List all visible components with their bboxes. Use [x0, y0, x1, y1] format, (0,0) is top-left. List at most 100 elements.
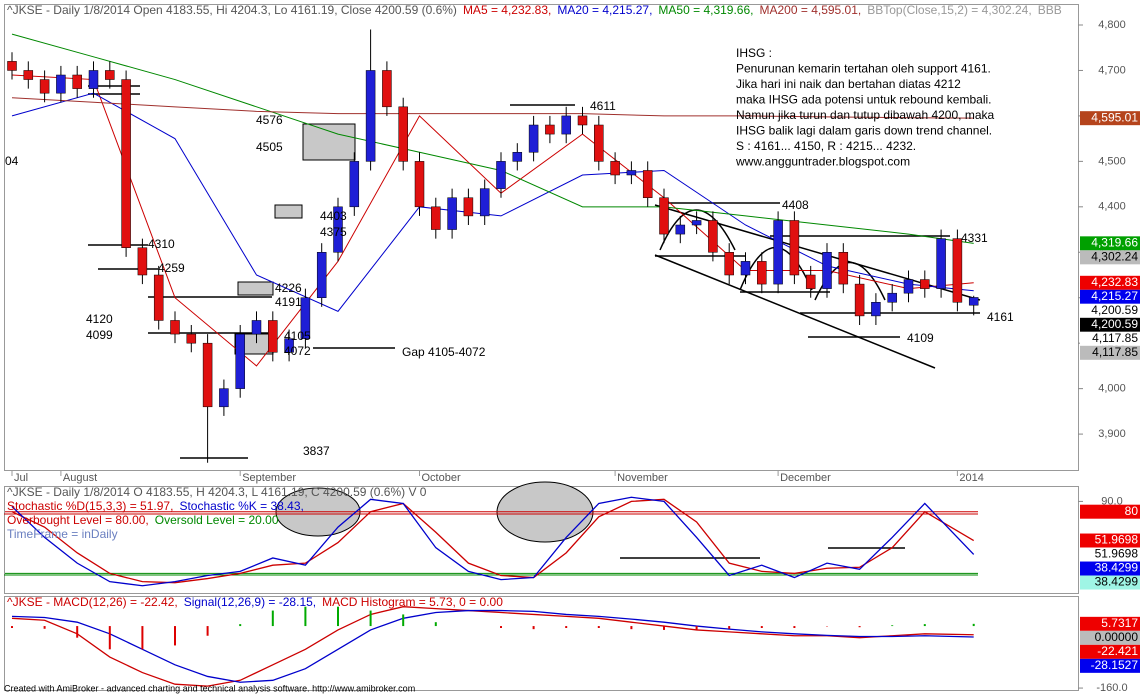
- candle-body: [88, 70, 99, 89]
- y-tick-label: 90.0: [1101, 495, 1122, 507]
- header-part: Overbought Level = 80.00,: [7, 513, 149, 527]
- candle-body: [447, 197, 457, 230]
- candle-body: [414, 161, 425, 208]
- candle-body: [365, 70, 376, 162]
- price-tag: [1080, 533, 1140, 548]
- candle-body: [659, 197, 669, 235]
- candle-body: [871, 302, 881, 317]
- price-tag-label: 4,215.27: [1091, 289, 1138, 303]
- candle-body: [219, 388, 229, 408]
- candle-body: [626, 170, 637, 176]
- histogram-bar: [239, 624, 242, 627]
- header-part: ^JKSE - Daily 1/8/2014 Open 4183.55, Hi …: [7, 3, 457, 17]
- candle-body: [838, 252, 849, 285]
- header-part: TimeFrame = inDaily: [7, 527, 118, 541]
- price-tag-label: 4,302.24: [1091, 250, 1138, 264]
- candle-body: [153, 274, 164, 321]
- candle-body: [300, 297, 311, 339]
- panel-header: ^JKSE - MACD(12,26) = -22.42, Signal(12,2…: [7, 595, 503, 609]
- candle-body: [789, 220, 800, 276]
- candle-body: [545, 124, 555, 135]
- price-tag: [1080, 630, 1140, 645]
- indicator-line: [11, 606, 974, 687]
- histogram-bar: [565, 626, 568, 628]
- price-tag-label: -22.421: [1097, 644, 1138, 658]
- histogram-bar: [695, 626, 698, 630]
- header-part: ^JKSE - MACD(12,26) = -22.42,: [7, 595, 178, 609]
- header-part: MACD Histogram = 5.73, 0 = 0.00: [322, 595, 503, 609]
- candle-body: [887, 292, 897, 303]
- candle-body: [349, 161, 360, 208]
- price-tag-label: 80: [1125, 504, 1139, 518]
- x-tick-label: December: [780, 472, 831, 484]
- candle-body: [773, 220, 783, 285]
- candle-body: [72, 74, 82, 89]
- annotations: 4611 4576 4505 4403 4375 4310 4259 4120 …: [5, 99, 1014, 458]
- panel-header: Overbought Level = 80.00, Oversold Level …: [7, 513, 279, 527]
- price-tag-label: 4,595.01: [1091, 110, 1138, 124]
- note-line: www.angguntrader.blogspot.com: [735, 155, 910, 169]
- candle-body: [920, 279, 930, 289]
- annotation: 4072: [284, 344, 311, 358]
- panel-header: TimeFrame = inDaily: [7, 527, 118, 541]
- price-tag: [1080, 504, 1140, 519]
- histogram-bar: [402, 614, 405, 627]
- histogram-bar: [891, 625, 894, 627]
- histogram-bar: [972, 623, 975, 627]
- candle-body: [610, 161, 620, 176]
- histogram-bar: [500, 626, 502, 628]
- histogram-bar: [630, 626, 633, 630]
- price-tag: [1080, 345, 1140, 360]
- note-line: Namun jika turun dan tutup dibawah 4200,…: [736, 108, 994, 122]
- candle-body: [268, 320, 278, 353]
- histogram-bar: [434, 622, 437, 627]
- y-tick-label: 3,900: [1098, 428, 1126, 440]
- histogram-bar: [597, 626, 600, 628]
- candle-body: [56, 74, 66, 94]
- annotation: 4611: [590, 99, 616, 113]
- candle-body: [137, 247, 148, 276]
- price-tag-label: 51.9698: [1095, 547, 1139, 561]
- candle-body: [936, 238, 946, 289]
- candle-body: [105, 70, 115, 80]
- candle-body: [235, 333, 245, 389]
- annotation: 4105: [284, 329, 311, 343]
- price-tag: [1080, 317, 1140, 332]
- annotation: 4099: [86, 328, 113, 342]
- histogram-bar: [760, 626, 763, 628]
- price-tag-label: 4,117.85: [1092, 331, 1138, 345]
- candle-body: [382, 70, 392, 108]
- price-tag: [1080, 331, 1140, 346]
- histogram-bar: [858, 626, 861, 628]
- indicator-line: [11, 609, 974, 683]
- candle-body: [512, 152, 523, 162]
- price-tag-label: 4,232.83: [1091, 275, 1138, 289]
- candle-body: [121, 79, 131, 248]
- note-line: Penurunan kemarin tertahan oleh support …: [736, 62, 991, 76]
- histogram-bar: [108, 626, 111, 650]
- histogram-bar: [532, 626, 535, 630]
- candle-body: [316, 252, 327, 298]
- candle-body: [903, 279, 914, 294]
- annotation: 4505: [256, 140, 283, 154]
- x-tick-label: 2014: [959, 472, 983, 484]
- x-tick-label: November: [617, 472, 668, 484]
- x-tick-label: September: [242, 472, 296, 484]
- header-part: BBB: [1038, 3, 1062, 17]
- price-tag-label: 4,200.59: [1091, 317, 1138, 331]
- annotation: 4310: [148, 237, 175, 251]
- price-tag: [1080, 547, 1140, 562]
- annotation: Gap 4105-4072: [402, 345, 486, 359]
- candle-body: [23, 70, 34, 80]
- price-tag: [1080, 275, 1140, 290]
- candle-body: [675, 224, 686, 235]
- candle-body: [528, 124, 539, 153]
- annotation: 4226: [275, 281, 302, 295]
- candle-body: [805, 274, 816, 289]
- ma-line: [11, 97, 974, 119]
- candle-body: [724, 252, 734, 276]
- annotation: 4403: [320, 209, 347, 223]
- annotation: 4259: [158, 261, 185, 275]
- histogram-bar: [369, 610, 372, 627]
- annotation: 4576: [256, 113, 283, 127]
